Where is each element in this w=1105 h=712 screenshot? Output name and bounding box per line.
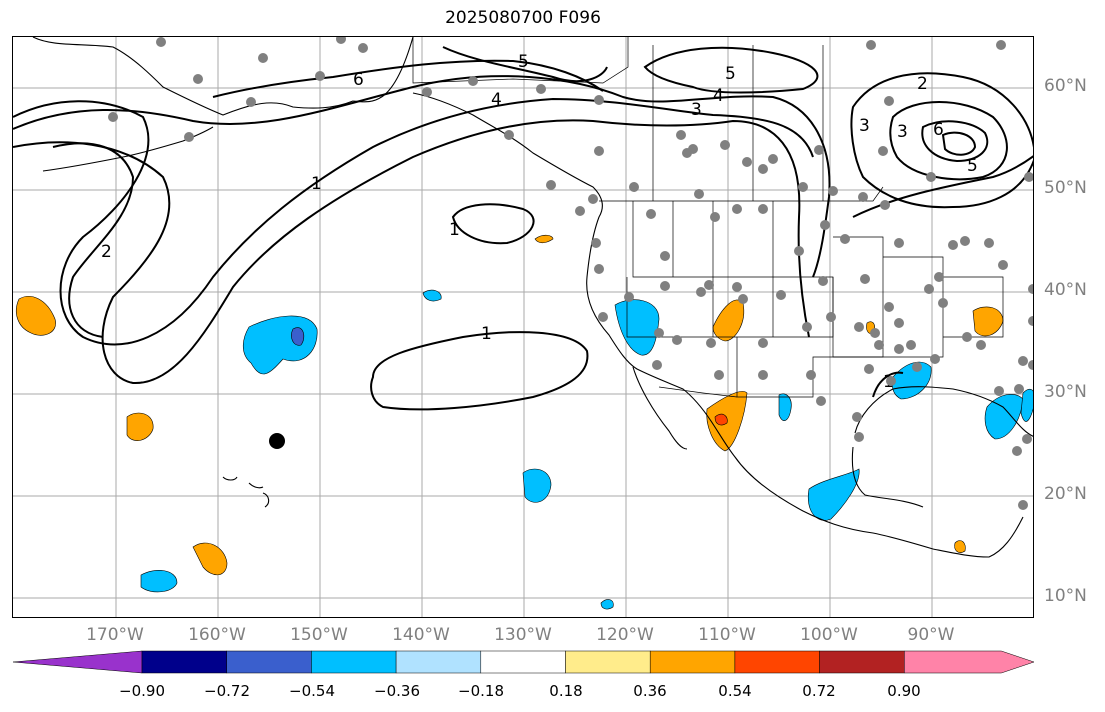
colorbar-tick: 0.36 — [633, 682, 667, 700]
colorbar-segment — [734, 650, 820, 674]
contour-label: 2 — [917, 74, 928, 94]
colorbar-segment — [649, 650, 736, 674]
colorbar-segment — [395, 650, 482, 674]
lon-label: 150°W — [290, 625, 348, 645]
colorbar-tick: −0.18 — [458, 682, 504, 700]
contour-label: 4 — [713, 86, 724, 106]
lon-label: 170°W — [86, 625, 144, 645]
lat-label: 30°N — [1044, 382, 1087, 402]
colorbar-tick: −0.36 — [374, 682, 420, 700]
colorbar-tick: −0.72 — [204, 682, 250, 700]
contour-label: 1 — [481, 324, 492, 344]
contour-label: 3 — [859, 116, 870, 136]
lon-label: 120°W — [596, 625, 654, 645]
colorbar-segment — [141, 650, 227, 674]
colorbar-segment — [226, 650, 312, 674]
colorbar-segments — [12, 650, 1035, 674]
lat-label: 20°N — [1044, 484, 1087, 504]
colorbar-segment — [12, 650, 143, 674]
colorbar-tick: 0.54 — [718, 682, 752, 700]
contour-label: 4 — [491, 90, 502, 110]
station-markers — [108, 37, 1033, 510]
contour-label: 6 — [933, 120, 944, 140]
lat-label: 10°N — [1044, 586, 1087, 606]
colorbar-segment — [904, 650, 1035, 674]
lat-label: 50°N — [1044, 178, 1087, 198]
lon-label: 110°W — [698, 625, 756, 645]
colorbar-tick: 0.18 — [549, 682, 583, 700]
lat-label: 40°N — [1044, 280, 1087, 300]
colorbar-tick: 0.90 — [887, 682, 921, 700]
colorbar-tick: −0.54 — [289, 682, 335, 700]
lon-label: 130°W — [494, 625, 552, 645]
contour-label: 5 — [518, 52, 529, 72]
lon-label: 90°W — [907, 625, 955, 645]
contour-lines — [13, 46, 1033, 411]
lon-label: 160°W — [188, 625, 246, 645]
contour-label: 6 — [353, 70, 364, 90]
contour-label: 5 — [967, 156, 978, 176]
map-title: 2025080700 F096 — [445, 8, 601, 28]
contour-label: 1 — [449, 220, 460, 240]
contour-label: 2 — [101, 242, 112, 262]
contour-label: 3 — [691, 100, 702, 120]
colorbar-segment — [565, 650, 651, 674]
colorbar-segment — [311, 650, 397, 674]
colorbar — [12, 650, 1035, 674]
lon-label: 100°W — [800, 625, 858, 645]
colorbar-segment — [819, 650, 905, 674]
colorbar-segment — [480, 650, 566, 674]
lon-label: 140°W — [392, 625, 450, 645]
colorbar-tick: −0.90 — [119, 682, 165, 700]
contour-label: 5 — [725, 64, 736, 84]
colorbar-tick: 0.72 — [802, 682, 836, 700]
contour-label: 3 — [897, 122, 908, 142]
contour-label-group: 5 6 4 3 5 4 3 2 3 4 6 5 1 2 1 1 1 — [101, 52, 978, 392]
coastlines — [32, 37, 1033, 558]
contour-label: 1 — [311, 174, 322, 194]
map-panel[interactable]: 5 6 4 3 5 4 3 2 3 4 6 5 1 2 1 1 1 — [12, 36, 1034, 618]
anomaly-patches — [16, 234, 1033, 610]
location-marker — [269, 433, 285, 449]
lat-label: 60°N — [1044, 76, 1087, 96]
